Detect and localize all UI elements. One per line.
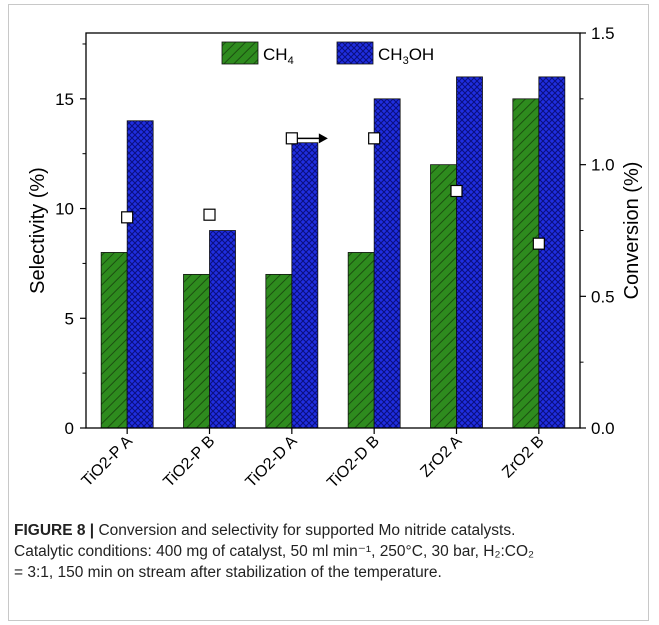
x-tick-label-3: TiO2-D B	[324, 433, 383, 492]
bar-ch3oh-4	[456, 76, 483, 429]
y2-axis-title: Conversion (%)	[621, 162, 643, 300]
caption-line-1: FIGURE 8 | Conversion and selectivity fo…	[14, 520, 639, 541]
y2-tick-label-0: 0.0	[591, 419, 615, 438]
x-tick-label-0: TiO2-P A	[79, 433, 137, 491]
bar-ch4-5	[512, 98, 540, 429]
bar-ch3oh-3	[373, 98, 401, 429]
conversion-marker-4	[450, 184, 463, 198]
caption-line-3: = 3:1, 150 min on stream after stabiliza…	[14, 564, 442, 581]
y2-tick-label-3: 1.5	[591, 24, 615, 43]
arrow-head	[318, 133, 328, 144]
bar-ch3oh-2	[291, 142, 319, 429]
conversion-marker-1	[203, 208, 216, 221]
bar-ch3oh-1	[209, 230, 236, 429]
bar-ch4-0	[100, 252, 128, 429]
bar-ch4-1	[183, 273, 210, 429]
y2-tick-label-1: 0.5	[591, 287, 615, 306]
y-tick-label-1: 5	[65, 309, 74, 328]
caption-title: Conversion and selectivity for supported…	[98, 522, 516, 539]
x-tick-label-5: ZrO2 B	[499, 433, 547, 481]
y2-tick-label-2: 1.0	[591, 156, 615, 175]
conversion-marker-5	[532, 237, 545, 250]
plot-frame	[85, 32, 581, 429]
y-tick-label-2: 10	[55, 200, 74, 219]
conversion-marker-2	[285, 132, 298, 145]
bar-ch4-3	[347, 252, 375, 429]
y-axis-title: Selectivity (%)	[27, 167, 49, 294]
x-tick-label-1: TiO2-P B	[160, 433, 218, 491]
legend-label-ch3oh: CH3OH	[378, 45, 434, 67]
x-tick-label-4: ZrO2 A	[417, 433, 465, 481]
caption-line-2: Catalytic conditions: 400 mg of catalyst…	[14, 543, 535, 560]
legend-swatch-ch3oh	[336, 41, 374, 65]
y-tick-label-3: 15	[55, 90, 74, 109]
bar-ch4-2	[265, 273, 293, 429]
conversion-marker-0	[121, 211, 134, 224]
x-tick-label-2: TiO2-D A	[243, 433, 301, 491]
y-tick-label-0: 0	[65, 419, 74, 438]
figure-caption: FIGURE 8 | Conversion and selectivity fo…	[14, 520, 639, 583]
bar-ch4-4	[430, 164, 457, 429]
legend-label-ch4: CH4	[263, 45, 294, 67]
bar-ch3oh-0	[126, 120, 154, 429]
bar-ch3oh-5	[538, 76, 566, 429]
legend-swatch-ch4	[221, 41, 259, 65]
conversion-marker-3	[368, 132, 381, 145]
chart: 0 5 10 15 0.0 0.5 1.0 1.5 TiO2-P A TiO2-P B TiO2-D…	[27, 24, 643, 492]
caption-label: FIGURE 8 |	[14, 522, 95, 539]
legend: CH4 CH3OH	[221, 41, 434, 67]
